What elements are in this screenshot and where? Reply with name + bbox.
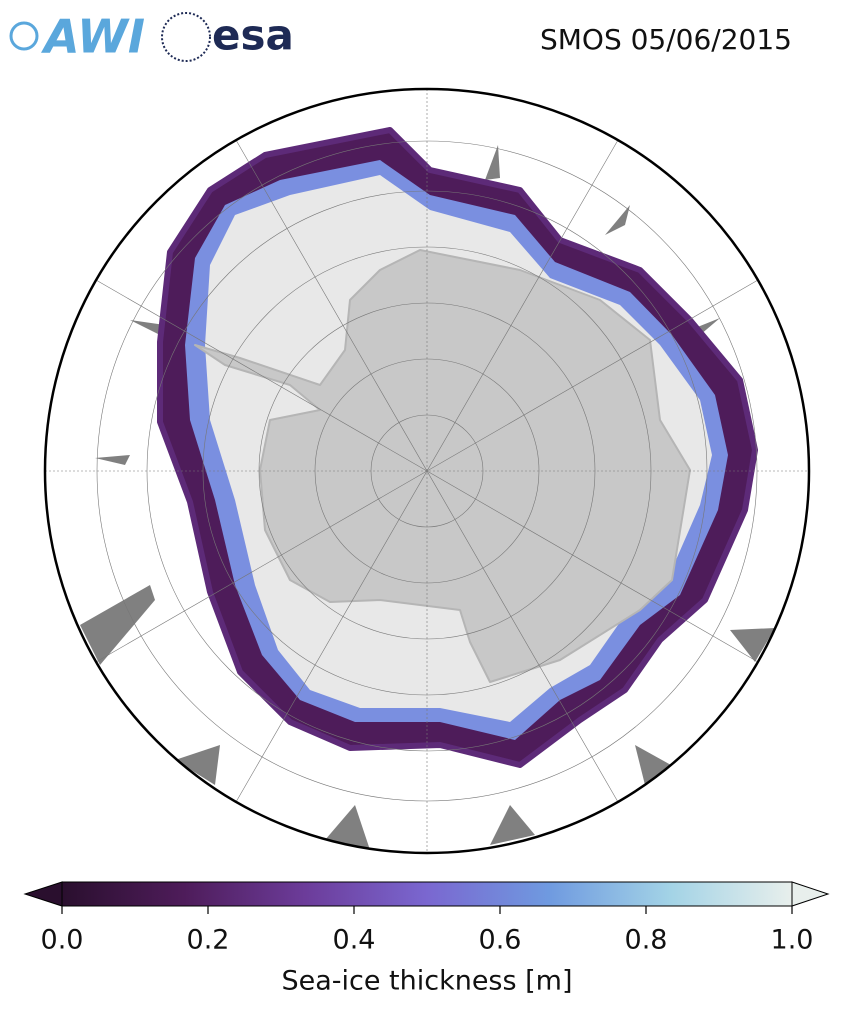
graticule	[45, 89, 809, 853]
esa-logo: esa	[161, 11, 294, 62]
tick-label: 1.0	[771, 925, 814, 956]
logo-text: AWI	[41, 10, 145, 64]
antarctica	[194, 249, 691, 683]
tick-label: 0.0	[41, 925, 84, 956]
logo-text: esa	[212, 11, 294, 60]
map	[45, 89, 809, 853]
colorbar-bar	[61, 881, 793, 907]
logo-globe	[9, 21, 39, 51]
awi-logo: AWI	[9, 10, 145, 64]
tick-label: 0.8	[625, 925, 668, 956]
extend-low	[23, 881, 63, 907]
colorbar-label: Sea-ice thickness [m]	[281, 966, 572, 997]
colorbar: 0.0 0.2 0.4 0.6 0.8 1.0	[23, 881, 830, 956]
title: SMOS 05/06/2015	[540, 23, 792, 56]
tick-label: 0.2	[187, 925, 230, 956]
tick-label: 0.6	[479, 925, 522, 956]
extend-high	[791, 881, 830, 907]
map-border	[43, 87, 811, 855]
logo-globe	[161, 12, 211, 62]
tick-label: 0.4	[333, 925, 376, 956]
